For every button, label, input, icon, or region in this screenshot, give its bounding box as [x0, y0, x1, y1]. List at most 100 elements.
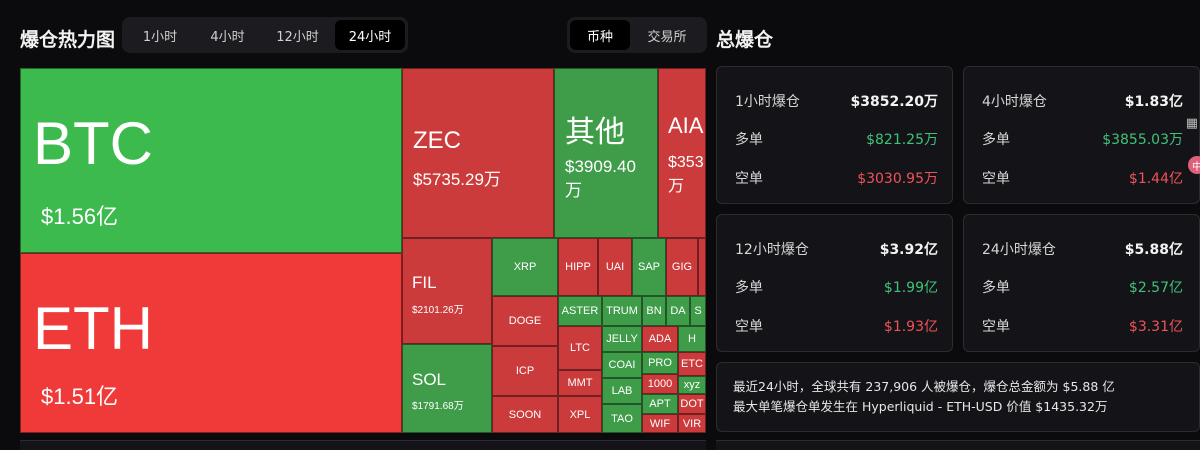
tile-xyz[interactable]: xyz	[678, 376, 706, 394]
tile-other[interactable]: 其他 $3909.40 万	[554, 68, 658, 238]
tile-sol-value: $1791.68万	[412, 401, 464, 412]
tile-label: COAI	[608, 359, 636, 371]
tile-label: LTC	[570, 342, 590, 354]
tile-bn[interactable]: BN	[642, 296, 666, 326]
card-period: 12小时爆仓	[735, 242, 809, 258]
card-24h: 24小时爆仓 $5.88亿 多单 $2.57亿 空单 $3.31亿	[963, 214, 1200, 352]
short-value: $1.44亿	[1128, 171, 1183, 187]
tile-label: SAP	[637, 261, 660, 273]
tile-fil[interactable]: FIL $2101.26万	[402, 238, 492, 344]
tile-etc[interactable]: ETC	[678, 352, 706, 376]
card-period: 1小时爆仓	[735, 94, 800, 110]
tile-da[interactable]: DA	[666, 296, 690, 326]
tile-label: XPL	[569, 408, 591, 421]
card-1h: 1小时爆仓 $3852.20万 多单 $821.25万 空单 $3030.95万	[716, 66, 953, 204]
tile-h[interactable]: H	[678, 326, 706, 352]
tile-eth[interactable]: ETH $1.51亿	[20, 253, 402, 433]
tab-exchange[interactable]: 交易所	[647, 29, 687, 45]
grid-icon[interactable]: ▦	[1185, 116, 1198, 131]
long-label: 多单	[735, 280, 763, 296]
tile-gig[interactable]: GIG	[666, 238, 698, 296]
tile-label: PRO	[648, 357, 672, 369]
tile-s[interactable]: S	[690, 296, 706, 326]
card-period: 4小时爆仓	[982, 94, 1047, 110]
tile-label: H	[688, 333, 696, 345]
tile-apt[interactable]: APT	[642, 394, 678, 414]
card-4h: 4小时爆仓 $1.83亿 多单 $3855.03万 空单 $1.44亿	[963, 66, 1200, 204]
tile-uai[interactable]: UAI	[598, 238, 632, 296]
card-12h: 12小时爆仓 $3.92亿 多单 $1.99亿 空单 $1.93亿	[716, 214, 953, 352]
summary-line-2: 最大单笔爆仓单发生在 Hyperliquid - ETH-USD 价值 $143…	[733, 399, 1108, 414]
summary-line-1: 最近24小时，全球共有 237,906 人被爆仓，爆仓总金额为 $5.88 亿	[733, 379, 1115, 394]
tile-coai[interactable]: COAI	[602, 352, 642, 378]
tile-aia-name: AIA	[668, 113, 704, 138]
long-label: 多单	[982, 132, 1010, 148]
tile-btc-name: BTC	[33, 110, 153, 177]
short-label: 空单	[735, 319, 763, 335]
tile-sliver[interactable]	[698, 238, 706, 296]
tab-coin[interactable]: 币种	[570, 20, 630, 50]
card-total: $3852.20万	[850, 94, 938, 110]
card-total: $1.83亿	[1124, 94, 1183, 110]
tile-label: ETC	[681, 358, 703, 370]
long-value: $1.99亿	[883, 280, 938, 296]
tile-jelly[interactable]: JELLY	[602, 326, 642, 352]
card-period: 24小时爆仓	[982, 242, 1056, 258]
tile-soon[interactable]: SOON	[492, 396, 558, 433]
tile-xpl[interactable]: XPL	[558, 396, 602, 433]
tile-btc[interactable]: BTC $1.56亿	[20, 68, 402, 253]
tile-label: xyz	[683, 379, 701, 391]
tile-doge[interactable]: DOGE	[492, 296, 558, 346]
tile-lab[interactable]: LAB	[602, 378, 642, 404]
tile-label: DOT	[680, 398, 704, 410]
tile-xrp[interactable]: XRP	[492, 238, 558, 296]
tile-label: LAB	[611, 385, 633, 397]
tile-hipp[interactable]: HIPP	[558, 238, 598, 296]
tile-fil-name: FIL	[412, 273, 437, 292]
tile-pro[interactable]: PRO	[642, 352, 678, 374]
tile-trum[interactable]: TRUM	[602, 296, 642, 326]
tile-eth-value: $1.51亿	[41, 384, 119, 409]
tile-dot[interactable]: DOT	[678, 394, 706, 414]
tile-1000[interactable]: 1000	[642, 374, 678, 394]
tile-mmt[interactable]: MMT	[558, 370, 602, 396]
tile-icp[interactable]: ICP	[492, 346, 558, 396]
heatmap-title: 爆仓热力图	[20, 29, 116, 51]
tile-btc-value: $1.56亿	[41, 204, 119, 229]
long-value: $821.25万	[866, 132, 938, 148]
tile-vir[interactable]: VIR	[678, 414, 706, 433]
tile-ltc[interactable]: LTC	[558, 326, 602, 370]
tile-wif[interactable]: WIF	[642, 414, 678, 433]
tile-label: TAO	[611, 412, 633, 425]
tile-sol[interactable]: SOL $1791.68万	[402, 344, 492, 433]
long-value: $2.57亿	[1128, 280, 1183, 296]
short-label: 空单	[735, 171, 763, 187]
tile-eth-name: ETH	[33, 295, 153, 362]
bottom-panel-edge	[20, 440, 706, 450]
tab-12h[interactable]: 12小时	[276, 29, 319, 45]
short-value: $3030.95万	[857, 171, 938, 187]
long-label: 多单	[735, 132, 763, 148]
tile-aia[interactable]: AIA $353 万	[658, 68, 706, 238]
tab-24h[interactable]: 24小时	[335, 20, 405, 50]
tile-label: XRP	[513, 261, 537, 273]
tile-zec[interactable]: ZEC $5735.29万	[402, 68, 554, 238]
tile-zec-name: ZEC	[413, 127, 461, 154]
tile-label: JELLY	[606, 333, 638, 345]
tile-fil-value: $2101.26万	[412, 305, 464, 316]
language-badge[interactable]: 中	[1188, 156, 1200, 174]
tile-label: WIF	[649, 417, 671, 430]
tile-zec-value: $5735.29万	[413, 170, 501, 189]
tab-1h[interactable]: 1小时	[142, 29, 178, 45]
tile-tao[interactable]: TAO	[602, 404, 642, 433]
tile-aster[interactable]: ASTER	[558, 296, 602, 326]
tile-label: ADA	[648, 333, 672, 345]
tile-ada[interactable]: ADA	[642, 326, 678, 352]
short-label: 空单	[982, 319, 1010, 335]
tile-sol-name: SOL	[412, 370, 447, 389]
tile-label: DA	[670, 305, 686, 317]
tab-4h[interactable]: 4小时	[210, 29, 245, 45]
card-total: $3.92亿	[879, 242, 938, 258]
tile-sap[interactable]: SAP	[632, 238, 666, 296]
short-label: 空单	[982, 171, 1010, 187]
